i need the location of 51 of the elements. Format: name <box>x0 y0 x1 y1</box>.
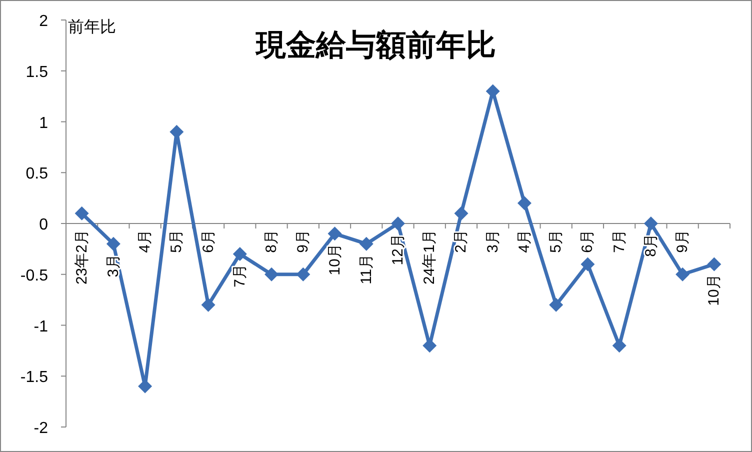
y-axis-title: 前年比 <box>68 18 116 36</box>
y-tick-label: -1.5 <box>20 369 48 386</box>
point <box>264 267 279 282</box>
x-tick-label: 10月 <box>326 244 344 276</box>
point <box>391 216 405 230</box>
point <box>328 226 342 241</box>
point <box>74 206 89 220</box>
point <box>707 257 722 272</box>
point <box>486 84 500 98</box>
point <box>454 206 468 220</box>
point <box>517 196 532 210</box>
point <box>201 298 216 312</box>
y-tick-label: -1 <box>34 318 48 336</box>
y-tick-label: -2 <box>34 420 48 437</box>
x-tick-label: 10月 <box>706 274 723 306</box>
x-tick-label: 3月 <box>484 230 502 253</box>
x-tick-label: 2月 <box>452 230 470 253</box>
x-tick-label: 6月 <box>200 230 217 253</box>
x-tick-label: 4月 <box>516 230 533 253</box>
x-tick-label: 7月 <box>610 230 628 253</box>
y-tick-label: -0.5 <box>20 267 48 284</box>
x-tick-label: 12月 <box>390 234 406 266</box>
point <box>676 267 690 282</box>
y-tick-label: 1 <box>39 114 48 132</box>
point <box>359 236 374 251</box>
x-tick-label: 5月 <box>548 230 565 253</box>
x-tick-label: 23年2月 <box>73 230 90 285</box>
x-tick-label: 8月 <box>263 230 280 253</box>
point <box>296 267 310 282</box>
x-tick-label: 3月 <box>104 254 122 278</box>
chart-title: 現金給与額前年比 <box>255 29 496 62</box>
x-tick-label: 7月 <box>231 264 248 288</box>
y-tick-label: 1.5 <box>26 64 48 81</box>
x-tick-label: 9月 <box>674 230 692 253</box>
point <box>580 257 595 272</box>
point <box>644 216 658 230</box>
point <box>232 247 247 262</box>
x-tick-label: 24年1月 <box>421 230 438 285</box>
x-tick-label: 11月 <box>358 254 375 284</box>
y-tick-label: 0 <box>39 216 48 234</box>
x-tick-label: 4月 <box>136 230 154 253</box>
point <box>106 236 120 251</box>
point <box>612 338 626 353</box>
point <box>170 124 184 139</box>
y-tick-label: 0.5 <box>26 166 48 183</box>
point <box>549 298 564 312</box>
x-tick-label: 6月 <box>579 230 596 253</box>
x-tick-label: 8月 <box>642 234 660 257</box>
x-tick-label: 9月 <box>294 230 312 253</box>
x-tick-label: 5月 <box>168 230 186 253</box>
y-tick-label: 2 <box>39 13 48 30</box>
